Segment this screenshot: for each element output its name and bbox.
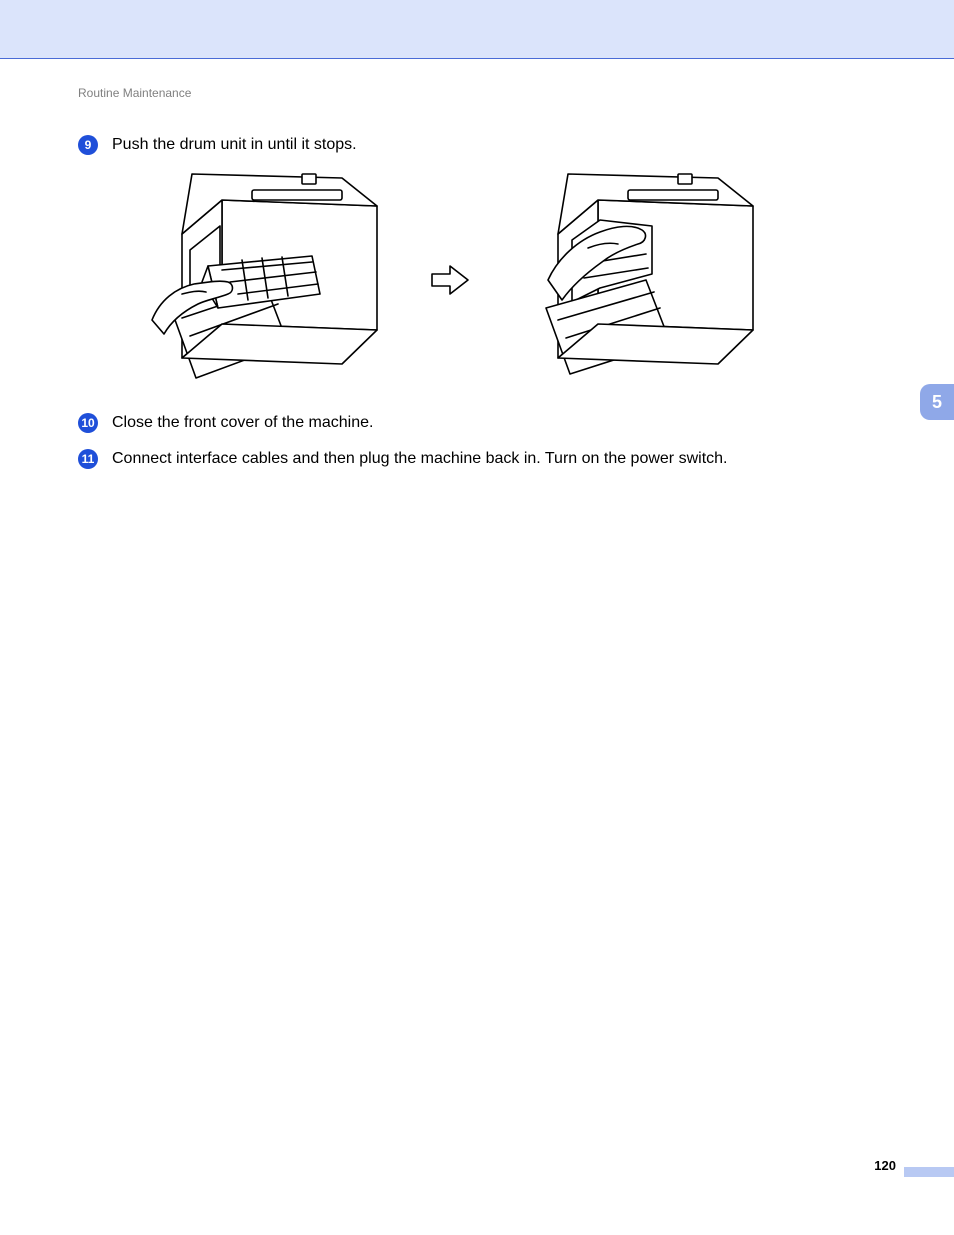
figure-row: [112, 170, 878, 390]
step-11: 11 Connect interface cables and then plu…: [78, 448, 878, 470]
step-bullet-icon: 11: [78, 449, 98, 469]
figure-printer-pushed-icon: [488, 170, 788, 390]
figure-printer-open-icon: [112, 170, 412, 390]
step-10: 10 Close the front cover of the machine.: [78, 412, 878, 434]
page-accent-bar: [904, 1167, 954, 1177]
chapter-tab[interactable]: 5: [920, 384, 954, 420]
step-bullet-icon: 10: [78, 413, 98, 433]
content-area: 9 Push the drum unit in until it stops.: [78, 134, 878, 484]
arrow-right-icon: [430, 263, 470, 297]
step-9: 9 Push the drum unit in until it stops.: [78, 134, 878, 156]
step-11-text: Connect interface cables and then plug t…: [112, 448, 727, 470]
page-number: 120: [874, 1158, 896, 1173]
breadcrumb: Routine Maintenance: [78, 86, 191, 100]
step-10-text: Close the front cover of the machine.: [112, 412, 373, 434]
step-bullet-icon: 9: [78, 135, 98, 155]
header-band: [0, 0, 954, 59]
step-9-text: Push the drum unit in until it stops.: [112, 134, 357, 156]
